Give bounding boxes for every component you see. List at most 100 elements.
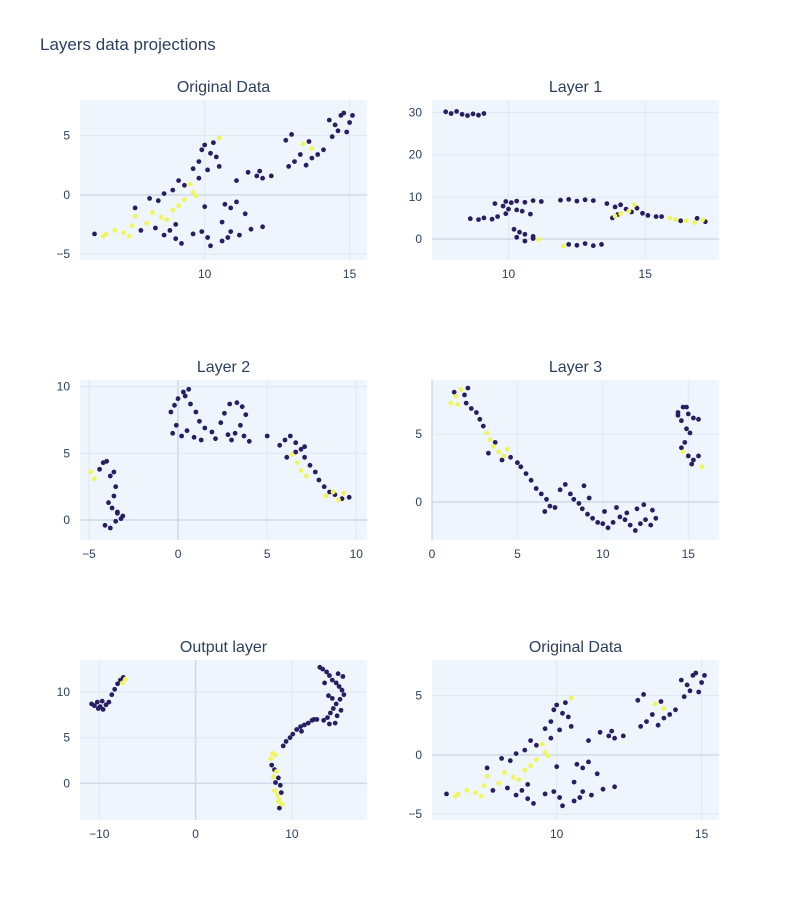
x-tick-label: 5 [514,547,521,561]
data-point-class-1 [274,769,279,774]
data-point-class-0 [213,436,218,442]
data-point-class-0 [113,484,119,490]
data-point-class-0 [459,111,465,117]
subplot-3: Layer 2 −5 0 5 10 0 5 10 [57,359,367,561]
data-point-class-1 [626,208,632,214]
y-tick-label: 10 [57,685,71,699]
data-point-class-0 [113,518,119,524]
data-point-class-0 [153,225,158,231]
data-point-class-1 [612,213,618,219]
data-point-class-0 [653,515,659,521]
y-tick-label: 0 [63,188,70,202]
data-point-class-0 [632,528,638,533]
data-point-class-0 [341,110,347,116]
data-point-class-1 [187,181,193,187]
data-point-class-1 [491,444,496,449]
data-point-class-0 [241,433,247,439]
data-point-class-0 [286,164,292,169]
data-point-class-1 [341,490,347,496]
data-point-class-0 [644,719,649,724]
data-point-class-0 [465,113,470,118]
data-point-class-0 [326,693,331,699]
data-point-class-0 [268,173,274,179]
data-point-class-0 [111,469,117,475]
data-point-class-0 [92,703,97,709]
data-point-class-0 [484,765,490,771]
data-point-class-0 [106,500,111,506]
x-tick-label: 15 [682,547,696,561]
data-point-class-1 [496,449,501,455]
data-point-class-0 [538,199,544,204]
data-point-class-0 [106,699,112,705]
data-point-class-0 [208,243,213,249]
data-point-class-1 [568,695,574,701]
subplot-title: Layer 1 [549,79,602,96]
data-point-class-1 [458,387,464,392]
data-point-class-1 [323,493,329,499]
data-point-class-0 [293,440,299,446]
data-point-class-1 [298,468,304,474]
data-point-class-0 [97,466,102,472]
data-point-class-0 [170,430,176,436]
data-point-class-0 [242,211,248,217]
data-point-class-0 [699,680,704,685]
data-point-class-0 [565,714,571,720]
x-tick-label: 15 [639,267,653,281]
data-point-class-0 [558,197,563,203]
data-point-class-0 [679,445,684,451]
data-point-class-1 [683,218,689,224]
data-point-class-0 [604,201,610,207]
data-point-class-1 [528,763,533,768]
data-point-class-0 [260,224,265,230]
data-point-class-1 [536,237,541,242]
data-point-class-0 [277,782,283,788]
y-tick-label: 5 [63,129,70,143]
data-point-class-0 [138,228,144,233]
data-point-class-0 [107,525,113,531]
data-point-class-0 [649,712,655,717]
data-point-class-0 [109,692,115,698]
data-point-class-0 [551,789,557,794]
data-point-class-1 [652,701,658,707]
data-point-class-0 [167,228,173,233]
plot-background [432,380,719,540]
data-point-class-0 [645,213,651,218]
data-point-class-0 [213,154,219,160]
data-point-class-1 [121,230,126,236]
data-point-class-0 [444,791,449,797]
data-point-class-0 [173,422,179,428]
data-point-class-0 [614,505,619,510]
data-point-class-0 [476,217,481,223]
data-point-class-0 [100,707,106,712]
data-point-class-1 [542,750,548,755]
data-point-class-0 [454,109,459,114]
data-point-class-1 [112,228,118,233]
data-point-class-0 [347,120,352,125]
data-point-class-0 [173,222,179,227]
data-point-class-0 [640,210,645,216]
data-point-class-0 [208,150,213,156]
data-point-class-1 [190,190,196,195]
data-point-class-0 [627,522,633,528]
data-point-class-1 [144,220,150,226]
data-point-class-0 [571,496,577,502]
data-point-class-0 [188,401,193,407]
data-point-class-0 [298,446,304,452]
data-point-class-0 [542,509,548,514]
data-point-class-1 [289,452,295,458]
data-point-class-0 [111,493,117,499]
data-point-class-0 [337,696,343,702]
data-point-class-0 [547,503,553,509]
data-point-class-1 [453,393,459,399]
data-point-class-0 [182,182,187,188]
data-point-class-0 [568,724,574,729]
data-point-class-0 [566,242,572,247]
data-point-class-0 [682,440,688,445]
data-point-class-0 [606,733,612,739]
data-point-class-1 [539,741,545,747]
data-point-class-1 [330,489,336,495]
y-tick-label: −5 [56,247,70,261]
data-point-class-0 [680,404,686,410]
data-point-class-1 [510,774,516,780]
data-point-class-0 [234,199,239,205]
